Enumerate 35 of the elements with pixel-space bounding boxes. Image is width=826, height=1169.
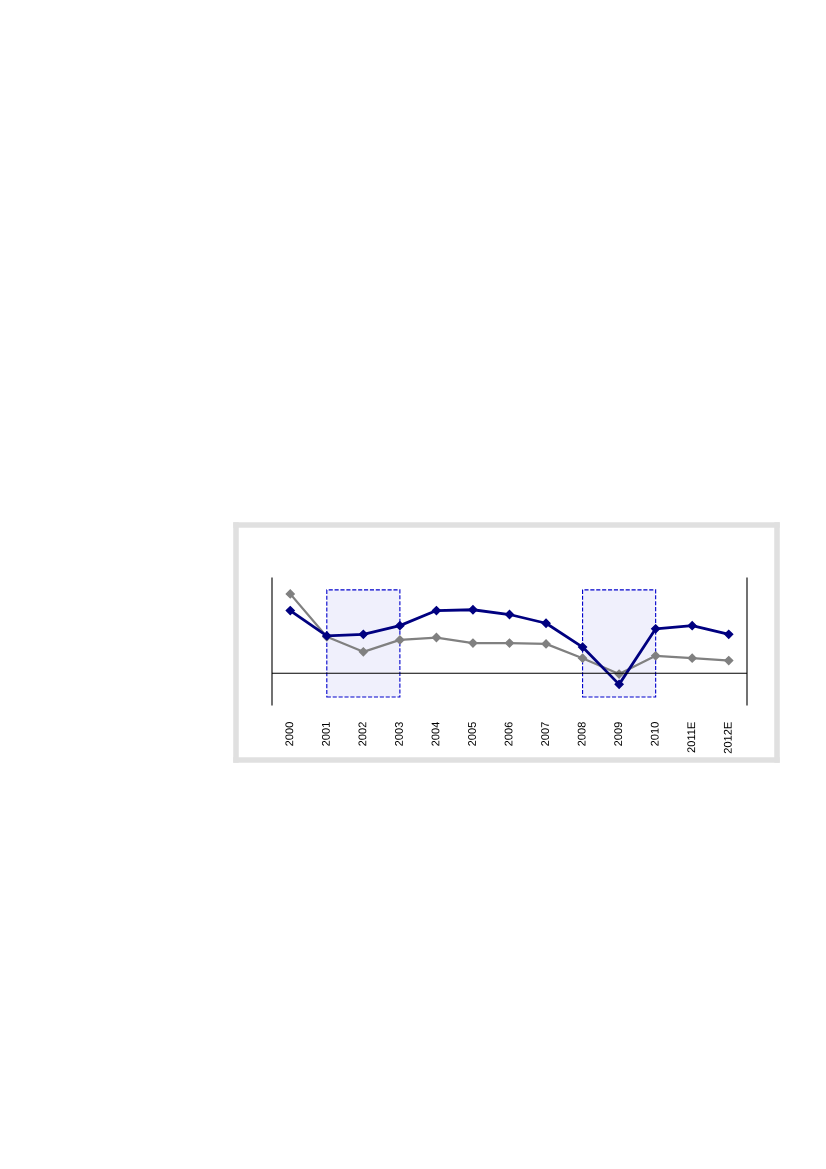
x-tick-label: 2009 <box>614 722 623 746</box>
point <box>358 647 368 657</box>
point <box>724 629 734 639</box>
point <box>468 605 478 615</box>
x-tick-label: 2004 <box>431 721 440 746</box>
point <box>687 653 697 663</box>
x-tick-label: 2008 <box>577 722 586 746</box>
point <box>504 638 515 648</box>
point <box>614 679 624 689</box>
point <box>651 651 661 661</box>
point <box>431 632 442 643</box>
point <box>541 639 551 649</box>
point <box>395 635 405 645</box>
point <box>577 642 588 652</box>
point <box>395 621 405 631</box>
x-tick-label: 2002 <box>358 722 367 746</box>
point <box>687 621 697 631</box>
x-tick-label: 2001 <box>321 722 330 746</box>
point <box>358 629 368 639</box>
point <box>541 618 551 628</box>
point <box>724 655 734 666</box>
x-tick-label: 2000 <box>285 722 294 746</box>
x-tick-label: 2003 <box>395 722 403 746</box>
x-tick-label: 2010 <box>650 722 659 746</box>
point <box>651 624 661 634</box>
point <box>285 589 295 599</box>
x-tick-label: 2006 <box>504 722 513 746</box>
point <box>285 605 295 616</box>
point <box>577 653 588 663</box>
x-tick-label: 2005 <box>468 722 476 746</box>
point <box>468 638 478 648</box>
x-tick-label: 2011E <box>687 722 696 753</box>
x-tick-label: 2007 <box>541 722 550 746</box>
x-tick-label: 2012E <box>723 722 732 754</box>
point <box>431 605 442 616</box>
